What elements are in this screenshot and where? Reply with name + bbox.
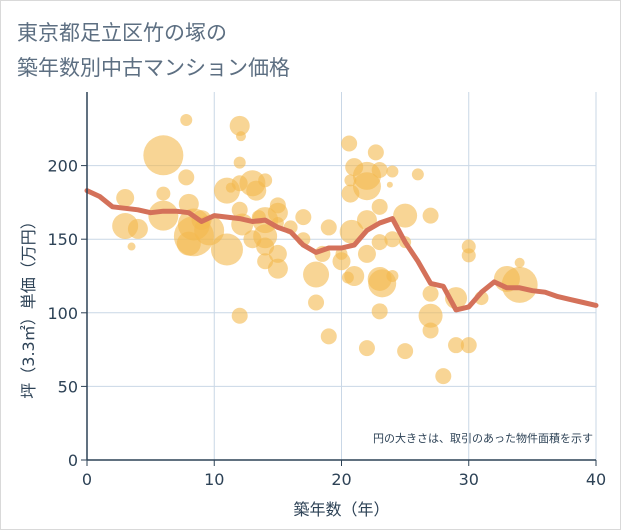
x-tick-label: 40 [586,470,606,489]
trend-line-group [84,188,599,313]
data-bubble [393,203,418,228]
data-bubble [258,173,273,188]
data-bubble [386,270,399,282]
data-bubble [422,285,439,302]
data-bubble [295,209,312,226]
y-tick-label: 100 [47,304,78,323]
data-bubble [418,303,443,328]
data-bubble [303,261,330,288]
y-axis-title: 坪（3.3㎡）単価（万円） [19,213,38,398]
data-bubble [143,135,184,176]
data-bubble [386,165,399,178]
data-bubble [352,172,381,201]
data-bubble [308,294,325,311]
data-bubble [267,202,288,223]
y-tick-label: 200 [47,157,78,176]
data-bubble [448,337,465,354]
x-axis-title: 築年数（年） [293,500,389,519]
data-bubble [461,248,476,263]
data-bubble [335,247,348,260]
data-bubble [229,115,250,136]
x-tick-label: 30 [459,470,479,489]
y-tick-label: 0 [68,451,78,470]
chart-title-line-1: 東京都足立区竹の塚の [17,21,227,45]
data-bubble [233,156,246,169]
data-bubble [320,328,337,345]
data-bubble [386,181,393,188]
axes: 0 50 100 150 200 0 10 20 30 40 [47,92,606,489]
data-bubble [156,186,171,201]
trend-line [84,188,599,313]
data-bubble [371,234,388,251]
data-bubble [235,131,246,142]
y-tick-label: 50 [58,377,78,396]
chart-note: 円の大きさは、取引のあった物件面積を示す [373,431,593,445]
data-bubble [127,218,148,239]
x-tick-label: 10 [204,470,224,489]
data-bubble [357,244,376,263]
data-bubble [371,198,388,215]
chart-title: 東京都足立区竹の塚の 築年数別中古マンション価格 [17,16,290,86]
data-bubble [397,343,414,360]
data-bubble [148,200,179,231]
x-tick-label: 20 [331,470,351,489]
data-bubble [127,242,136,251]
data-bubble [371,303,388,320]
data-bubble [411,168,424,181]
data-bubble [384,231,401,248]
data-bubble [267,258,288,279]
data-bubble [210,233,243,266]
data-bubble [422,207,439,224]
data-bubble [268,244,287,263]
data-bubble [460,337,477,354]
data-bubble [501,266,538,303]
data-bubble [116,188,135,207]
chart-title-line-2: 築年数別中古マンション価格 [17,56,290,80]
data-bubble [514,257,525,268]
data-bubble [320,219,337,236]
bubbles [112,113,538,385]
y-tick-label: 150 [47,230,78,249]
data-bubble [371,162,388,179]
data-bubble [344,266,365,286]
data-bubble [358,340,375,357]
x-tick-label: 0 [82,470,92,489]
data-bubble [178,169,195,186]
data-bubble [435,368,452,385]
data-bubble [231,307,248,324]
data-bubble [422,322,439,339]
data-bubble [367,144,384,161]
data-bubble [341,135,358,152]
data-bubble [180,113,193,126]
